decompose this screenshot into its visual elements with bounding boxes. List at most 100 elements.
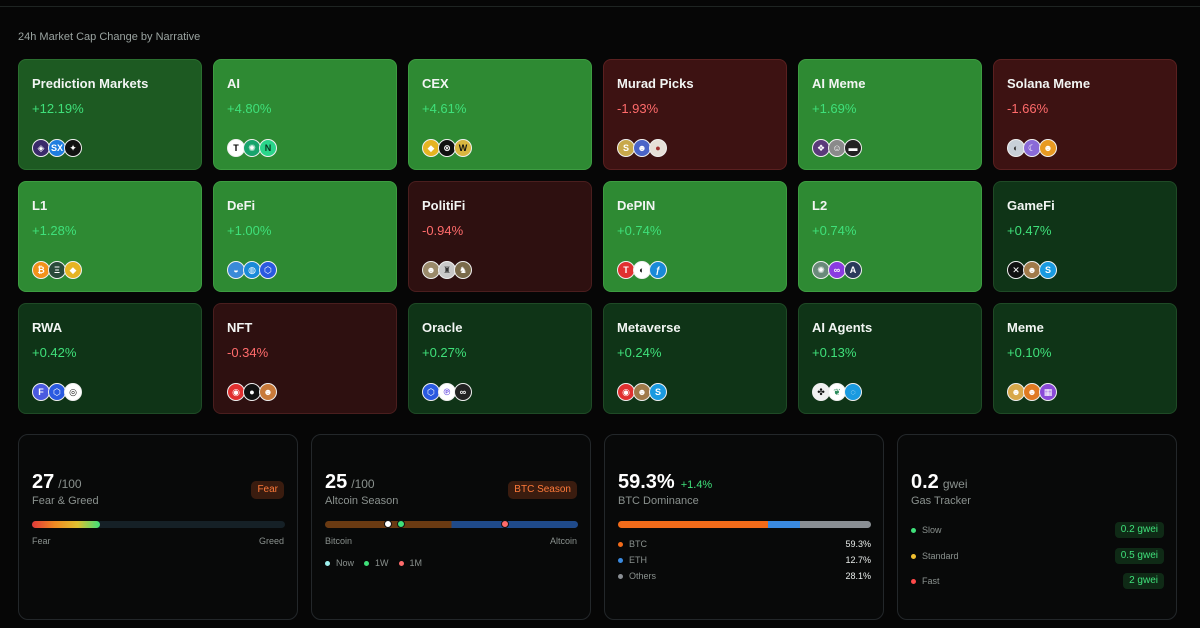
narrative-change: -1.66% <box>1007 101 1049 116</box>
narrative-change: +0.13% <box>812 345 857 360</box>
marker-now <box>384 520 393 528</box>
narrative-name: Solana Meme <box>1007 76 1091 91</box>
token-icons: ◐ ☾ ☻ <box>1007 139 1057 157</box>
narrative-card-politifi[interactable]: PolitiFi -0.94% ☻ ♜ ♞ <box>408 181 592 292</box>
narrative-card-metaverse[interactable]: Metaverse +0.24% ◉ ☻ S <box>603 303 787 414</box>
dominance-value: 59.3% +1.4% <box>618 471 713 493</box>
dominance-row-others: Others 28.1% <box>618 571 871 581</box>
arb-icon: A <box>844 261 862 279</box>
narrative-card-ai-agents[interactable]: AI Agents +0.13% ✤ ❦ ◌ <box>798 303 982 414</box>
token-icons: ✕ ☻ S <box>1007 261 1057 279</box>
narrative-card-depin[interactable]: DePIN +0.74% T ◐ ƒ <box>603 181 787 292</box>
altcoin-end-label: Altcoin <box>549 536 577 546</box>
narrative-name: CEX <box>422 76 449 91</box>
narrative-name: NFT <box>227 320 253 335</box>
token-icons: ₿ Ξ ◆ <box>32 261 82 279</box>
narrative-name: DePIN <box>617 198 656 213</box>
token-icons: ◉ ● ☻ <box>227 383 277 401</box>
token-icons: F ⬡ ◎ <box>32 383 82 401</box>
narrative-card-defi[interactable]: DeFi +1.00% ◒ ◍ ⬡ <box>213 181 397 292</box>
top-divider <box>0 6 1200 7</box>
narrative-card-l2[interactable]: L2 +0.74% ✺ ∞ A <box>798 181 982 292</box>
token-icons: ◉ ☻ S <box>617 383 667 401</box>
bear-icon: ☻ <box>259 383 277 401</box>
token-icons: T ◐ ƒ <box>617 261 667 279</box>
fear-greed-bar <box>32 521 285 528</box>
narrative-card-oracle[interactable]: Oracle +0.27% ⬡ ℗ ∞ <box>408 303 592 414</box>
token-icons: T ✺ N <box>227 139 277 157</box>
dog-icon: ● <box>649 139 667 157</box>
dominance-segment-eth <box>767 521 800 528</box>
narrative-change: +4.80% <box>227 101 272 116</box>
t-icon: T <box>617 261 635 279</box>
narrative-change: +0.47% <box>1007 223 1052 238</box>
globe-icon: ✺ <box>243 139 261 157</box>
narrative-change: +0.74% <box>812 223 857 238</box>
token-icons: ◒ ◍ ⬡ <box>227 261 277 279</box>
fear-greed-panel[interactable]: 27/100 Fear & Greed Fear Fear Greed <box>18 434 298 620</box>
narrative-name: Meme <box>1007 320 1044 335</box>
altcoin-legend: Now 1W 1M <box>325 558 432 568</box>
narrative-name: AI Agents <box>812 320 873 335</box>
altcoin-value: 25/100 <box>325 471 375 493</box>
narrative-card-murad-picks[interactable]: Murad Picks -1.93% S ☻ ● <box>603 59 787 170</box>
narrative-change: -0.34% <box>227 345 269 360</box>
gas-tracker-panel[interactable]: 0.2 gwei Gas Tracker Slow 0.2 gwei Standar… <box>897 434 1177 620</box>
bitcoin-end-label: Bitcoin <box>325 536 353 546</box>
narrative-name: GameFi <box>1007 198 1055 213</box>
doge-icon: ☻ <box>1007 383 1025 401</box>
dominance-segment-others <box>799 521 871 528</box>
token-icons: ◆ ⊗ W <box>422 139 472 157</box>
btc-season-badge: BTC Season <box>508 481 577 499</box>
dominance-label: BTC Dominance <box>618 495 699 507</box>
narrative-change: +1.00% <box>227 223 272 238</box>
gas-row-fast: Fast 2 gwei <box>911 573 1164 589</box>
narrative-name: L2 <box>812 198 828 213</box>
fil-icon: ƒ <box>649 261 667 279</box>
narrative-name: DeFi <box>227 198 256 213</box>
narrative-card-solana-meme[interactable]: Solana Meme -1.66% ◐ ☾ ☻ <box>993 59 1177 170</box>
narrative-card-ai[interactable]: AI +4.80% T ✺ N <box>213 59 397 170</box>
narrative-grid: Prediction Markets +12.19% ◈ SX ✦ AI +4.80% T ✺ N… <box>18 59 1178 414</box>
altcoin-label: Altcoin Season <box>325 495 399 507</box>
gas-row-standard: Standard 0.5 gwei <box>911 548 1164 564</box>
narrative-name: Murad Picks <box>617 76 694 91</box>
section-title: 24h Market Cap Change by Narrative <box>18 31 201 43</box>
fear-greed-value: 27/100 <box>32 471 82 493</box>
link-icon: ⬡ <box>48 383 66 401</box>
narrative-change: +1.69% <box>812 101 857 116</box>
bonk-icon: ☻ <box>1039 139 1057 157</box>
token-icons: ❖ ☺ ▬ <box>812 139 862 157</box>
narrative-card-nft[interactable]: NFT -0.34% ◉ ● ☻ <box>213 303 397 414</box>
marker-1m <box>500 520 509 528</box>
narrative-change: +0.74% <box>617 223 662 238</box>
dark-icon: ▬ <box>844 139 862 157</box>
altcoin-season-panel[interactable]: 25/100 Altcoin Season BTC Season Bitcoin… <box>311 434 591 620</box>
narrative-card-gamefi[interactable]: GameFi +0.47% ✕ ☻ S <box>993 181 1177 292</box>
narrative-change: +4.61% <box>422 101 467 116</box>
n-icon: N <box>259 139 277 157</box>
narrative-card-meme[interactable]: Meme +0.10% ☻ ☻ ▦ <box>993 303 1177 414</box>
narrative-name: PolitiFi <box>422 198 466 213</box>
btc-dominance-panel[interactable]: 59.3% +1.4% BTC Dominance BTC 59.3% ETH 12.… <box>604 434 884 620</box>
token-icons: ✤ ❦ ◌ <box>812 383 862 401</box>
narrative-change: +0.27% <box>422 345 467 360</box>
gas-label: Gas Tracker <box>911 495 971 507</box>
swirl-icon: ◌ <box>844 383 862 401</box>
fear-end-label: Fear <box>32 536 51 546</box>
narrative-name: AI Meme <box>812 76 866 91</box>
narrative-card-rwa[interactable]: RWA +0.42% F ⬡ ◎ <box>18 303 202 414</box>
narrative-card-l1[interactable]: L1 +1.28% ₿ Ξ ◆ <box>18 181 202 292</box>
fear-greed-label: Fear & Greed <box>32 495 99 507</box>
narrative-card-ai-meme[interactable]: AI Meme +1.69% ❖ ☺ ▬ <box>798 59 982 170</box>
w-icon: W <box>454 139 472 157</box>
altcoin-bar <box>325 520 578 528</box>
gas-row-slow: Slow 0.2 gwei <box>911 522 1164 538</box>
token-icons: ✺ ∞ A <box>812 261 862 279</box>
pixel-icon: ▦ <box>1039 383 1057 401</box>
narrative-card-cex[interactable]: CEX +4.61% ◆ ⊗ W <box>408 59 592 170</box>
narrative-card-prediction-markets[interactable]: Prediction Markets +12.19% ◈ SX ✦ <box>18 59 202 170</box>
token-icons: ⬡ ℗ ∞ <box>422 383 472 401</box>
marker-1w <box>396 520 405 528</box>
token-icons: ◈ SX ✦ <box>32 139 82 157</box>
